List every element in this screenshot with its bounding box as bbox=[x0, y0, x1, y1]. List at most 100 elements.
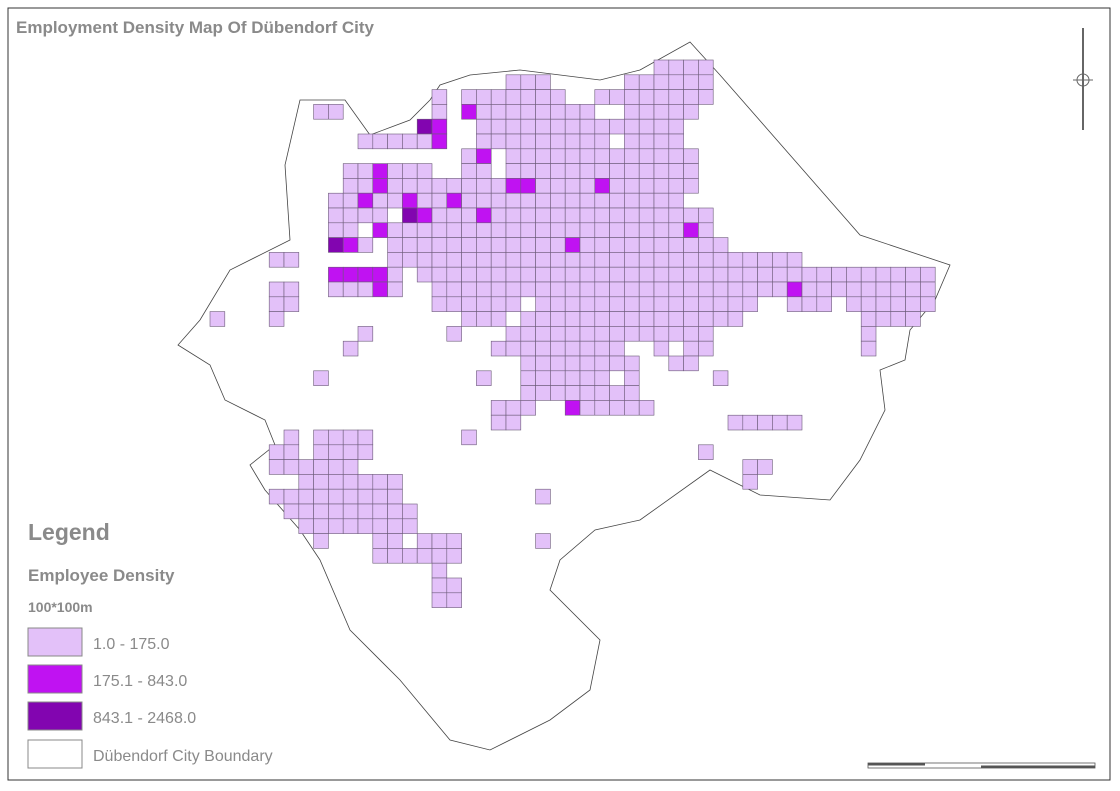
grid-cell bbox=[490, 222, 507, 238]
grid-cell bbox=[505, 178, 522, 194]
grid-cell bbox=[594, 118, 610, 135]
grid-cell bbox=[520, 237, 536, 253]
grid-cell bbox=[564, 266, 581, 283]
grid-cell bbox=[638, 207, 655, 224]
grid-cell bbox=[357, 488, 374, 505]
grid-cell bbox=[520, 192, 536, 209]
grid-cell bbox=[698, 252, 714, 268]
grid-cell bbox=[638, 400, 655, 416]
grid-cell bbox=[579, 355, 596, 372]
grid-cell bbox=[683, 178, 699, 194]
grid-cell bbox=[268, 281, 285, 298]
grid-cell bbox=[698, 222, 714, 238]
grid-cell bbox=[535, 133, 551, 150]
grid-cell bbox=[564, 296, 581, 312]
grid-cell bbox=[801, 266, 818, 283]
grid-cell bbox=[328, 459, 344, 475]
grid-cell bbox=[461, 148, 477, 164]
grid-cell bbox=[683, 281, 699, 298]
grid-cell bbox=[416, 266, 433, 283]
grid-cell bbox=[461, 429, 477, 446]
grid-cell bbox=[431, 592, 448, 608]
grid-cell bbox=[860, 266, 877, 283]
grid-cell bbox=[446, 222, 462, 238]
grid-cell bbox=[638, 118, 655, 135]
grid-cell bbox=[402, 178, 418, 194]
grid-cell bbox=[476, 311, 492, 327]
grid-cell bbox=[772, 281, 788, 298]
grid-cell bbox=[387, 548, 403, 564]
grid-cell bbox=[816, 281, 832, 298]
grid-cell bbox=[268, 311, 285, 327]
grid-cell bbox=[535, 355, 551, 372]
grid-cell bbox=[653, 104, 670, 120]
grid-cell bbox=[816, 296, 832, 312]
grid-cell bbox=[505, 237, 522, 253]
grid-cell bbox=[476, 192, 492, 209]
grid-cell bbox=[624, 281, 640, 298]
grid-cell bbox=[490, 281, 507, 298]
grid-cell bbox=[550, 222, 566, 238]
grid-cell bbox=[727, 281, 744, 298]
grid-cell bbox=[712, 296, 729, 312]
grid-cell bbox=[535, 222, 551, 238]
grid-cell bbox=[579, 370, 596, 386]
grid-cell bbox=[550, 355, 566, 372]
grid-cell bbox=[342, 503, 359, 520]
grid-cell bbox=[653, 163, 670, 179]
grid-cell bbox=[476, 281, 492, 298]
grid-cell bbox=[446, 266, 462, 283]
grid-cell bbox=[594, 355, 610, 372]
grid-cell bbox=[387, 266, 403, 283]
grid-cell bbox=[416, 222, 433, 238]
grid-cell bbox=[564, 163, 581, 179]
grid-cell bbox=[490, 118, 507, 135]
grid-cell bbox=[476, 148, 492, 164]
grid-cell bbox=[283, 252, 300, 268]
grid-cell bbox=[446, 178, 462, 194]
grid-cell bbox=[638, 163, 655, 179]
grid-cell bbox=[624, 163, 640, 179]
grid-cell bbox=[668, 104, 684, 120]
grid-cell bbox=[446, 548, 462, 564]
grid-cell bbox=[594, 326, 610, 342]
grid-cell bbox=[801, 296, 818, 312]
grid-cell bbox=[328, 192, 344, 209]
grid-cell bbox=[416, 118, 433, 135]
grid-cell bbox=[505, 414, 522, 431]
grid-cell bbox=[653, 326, 670, 342]
grid-cell bbox=[416, 207, 433, 224]
grid-cell bbox=[683, 266, 699, 283]
grid-cell bbox=[624, 118, 640, 135]
grid-cell bbox=[550, 237, 566, 253]
grid-cell bbox=[520, 104, 536, 120]
grid-cell bbox=[476, 133, 492, 150]
grid-cell bbox=[890, 266, 906, 283]
grid-cell bbox=[372, 266, 388, 283]
grid-cell bbox=[461, 266, 477, 283]
grid-cell bbox=[520, 252, 536, 268]
grid-cell bbox=[609, 237, 625, 253]
grid-cell bbox=[387, 281, 403, 298]
legend-swatch bbox=[27, 627, 83, 657]
grid-cell bbox=[550, 281, 566, 298]
grid-cell bbox=[313, 503, 329, 520]
grid-cell bbox=[594, 281, 610, 298]
grid-cell bbox=[757, 281, 773, 298]
grid-cell bbox=[742, 266, 758, 283]
scale-bar bbox=[867, 762, 1096, 769]
grid-cell bbox=[609, 296, 625, 312]
grid-cell bbox=[328, 222, 344, 238]
grid-cell bbox=[609, 252, 625, 268]
grid-cell bbox=[638, 192, 655, 209]
grid-cell bbox=[727, 296, 744, 312]
grid-cell bbox=[742, 281, 758, 298]
grid-cell bbox=[920, 296, 936, 312]
grid-cell bbox=[520, 400, 536, 416]
grid-cell bbox=[313, 444, 329, 460]
grid-cell bbox=[535, 340, 551, 357]
grid-cell bbox=[579, 237, 596, 253]
grid-cell bbox=[535, 370, 551, 386]
grid-cell bbox=[698, 59, 714, 76]
grid-cell bbox=[402, 237, 418, 253]
